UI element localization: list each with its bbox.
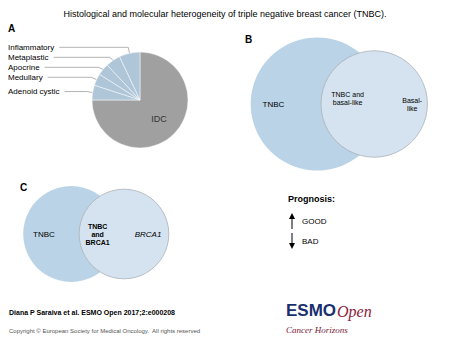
svg-text:B: B — [245, 34, 252, 45]
svg-text:Diana P Saraiva et al. ESMO Op: Diana P Saraiva et al. ESMO Open 2017;2:… — [9, 309, 175, 317]
svg-text:A: A — [8, 23, 15, 34]
svg-text:and: and — [91, 231, 103, 238]
svg-text:Adenoid cystic: Adenoid cystic — [8, 87, 60, 96]
svg-text:IDC: IDC — [151, 114, 167, 124]
svg-text:BAD: BAD — [302, 237, 319, 246]
svg-text:Basal-: Basal- — [402, 97, 423, 104]
svg-text:Histological and molecular het: Histological and molecular heterogeneity… — [63, 9, 386, 19]
svg-text:ESMO: ESMO — [286, 301, 336, 320]
svg-text:Prognosis:: Prognosis: — [288, 194, 335, 204]
svg-text:BRCA1: BRCA1 — [135, 230, 162, 239]
svg-text:basal-like: basal-like — [333, 99, 363, 106]
svg-text:Inflammatory: Inflammatory — [8, 43, 54, 52]
svg-text:TNBC: TNBC — [263, 100, 285, 109]
svg-text:GOOD: GOOD — [302, 217, 327, 226]
svg-text:Medullary: Medullary — [8, 73, 43, 82]
svg-text:TNBC and: TNBC and — [331, 91, 364, 98]
svg-text:C: C — [20, 182, 27, 193]
svg-text:TNBC: TNBC — [33, 230, 55, 239]
svg-text:Metaplastic: Metaplastic — [8, 53, 48, 62]
svg-text:BRCA1: BRCA1 — [86, 239, 110, 246]
svg-text:like: like — [407, 105, 418, 112]
svg-text:Copyright © European Society f: Copyright © European Society for Medical… — [9, 328, 200, 334]
svg-text:TNBC: TNBC — [88, 223, 107, 230]
svg-text:Cancer Horizons: Cancer Horizons — [286, 325, 348, 335]
svg-text:Open: Open — [337, 303, 372, 321]
svg-text:Apocrine: Apocrine — [8, 63, 40, 72]
